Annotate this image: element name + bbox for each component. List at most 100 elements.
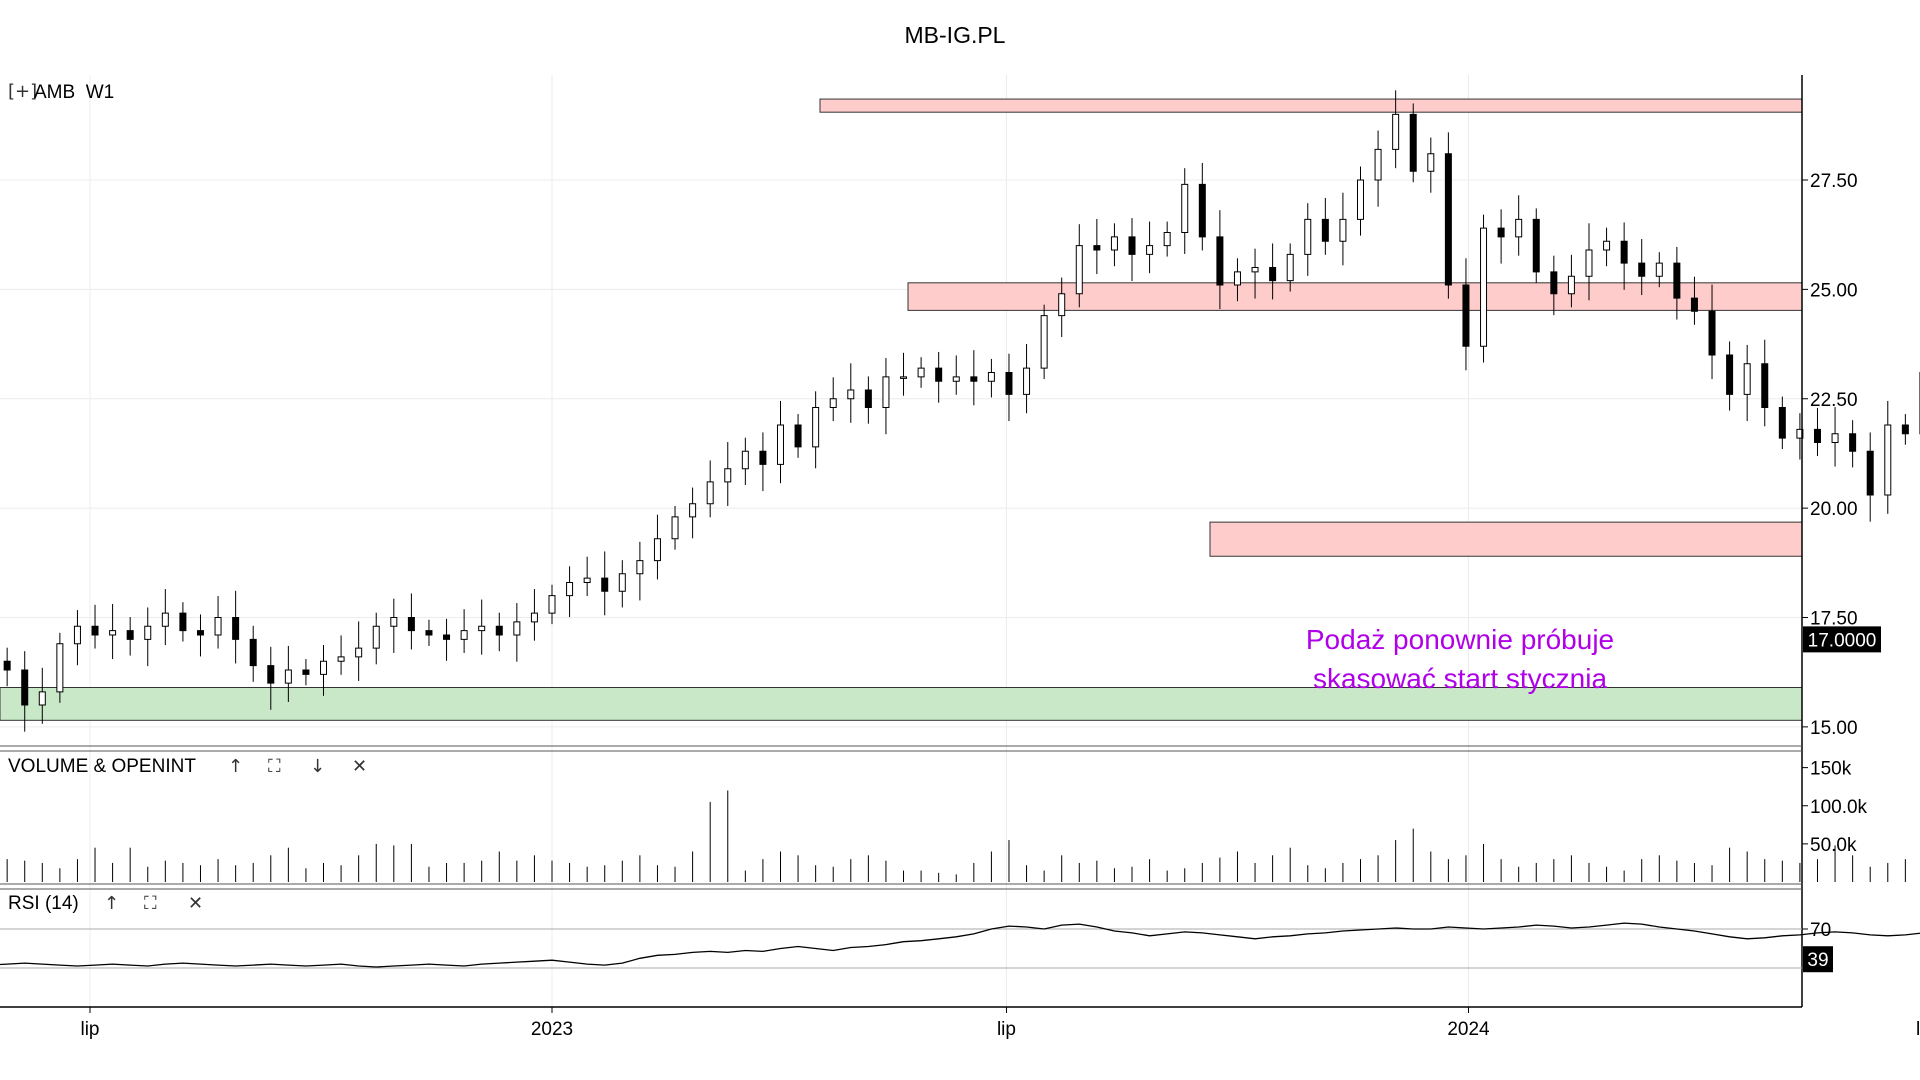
candle-down bbox=[1673, 262, 1681, 299]
candle-up bbox=[478, 625, 486, 632]
candle-down bbox=[249, 638, 257, 667]
candle-up bbox=[1146, 245, 1154, 255]
last-price-value: 17.0000 bbox=[1808, 630, 1877, 651]
expand-icon[interactable]: [+] bbox=[8, 81, 37, 102]
supply-zone bbox=[907, 282, 1803, 311]
candle-up bbox=[530, 612, 538, 623]
candle-down bbox=[91, 625, 99, 636]
volume-maximize-icon[interactable]: ⛶ bbox=[268, 756, 281, 777]
candle-down bbox=[1005, 372, 1013, 395]
candle-up bbox=[320, 660, 328, 675]
rsi-axis-label: 70 bbox=[1810, 920, 1831, 941]
volume-axis-label: 50.0k bbox=[1810, 835, 1857, 856]
candle-up bbox=[1392, 113, 1400, 150]
candle-down bbox=[407, 617, 415, 632]
candle-down bbox=[302, 669, 310, 675]
time-axis-label: 2023 bbox=[531, 1019, 573, 1040]
price-axis-label: 27.50 bbox=[1810, 171, 1858, 192]
candle-up bbox=[1515, 218, 1523, 238]
candle-up bbox=[161, 612, 169, 627]
candle-up bbox=[284, 669, 292, 684]
candle-up bbox=[390, 617, 398, 627]
candle-up bbox=[1040, 315, 1048, 369]
candle-up bbox=[337, 656, 345, 662]
rsi-panel-label: RSI (14) bbox=[8, 893, 79, 914]
candle-up bbox=[1743, 363, 1751, 395]
rsi-series-line bbox=[0, 922, 1920, 968]
annotation-line-2: skasować start stycznia bbox=[1313, 663, 1608, 694]
candle-up bbox=[1339, 218, 1347, 242]
candle-down bbox=[1690, 297, 1698, 312]
candle-up bbox=[812, 407, 820, 448]
rsi-last-badge: 39 bbox=[1803, 946, 1833, 973]
volume-move-up-icon[interactable]: ↑ bbox=[228, 756, 243, 777]
volume-axis-label: 100.0k bbox=[1810, 797, 1868, 818]
volume-bars bbox=[6, 790, 1906, 882]
candle-down bbox=[267, 665, 275, 684]
candle-down bbox=[935, 367, 943, 382]
candle-up bbox=[636, 560, 644, 575]
candle-up bbox=[724, 468, 732, 483]
candle-down bbox=[1761, 363, 1769, 408]
time-axis-label: lip bbox=[997, 1019, 1016, 1040]
candle-down bbox=[1497, 227, 1505, 238]
volume-close-icon[interactable]: ✕ bbox=[352, 756, 367, 777]
candle-down bbox=[1708, 310, 1716, 356]
candle-down bbox=[21, 669, 29, 706]
candle-up bbox=[1023, 367, 1031, 395]
candle-down bbox=[1269, 267, 1277, 282]
candle-down bbox=[1409, 113, 1417, 172]
time-axis-labels: lip2023lip2024lip2025lip2026 bbox=[80, 1007, 1920, 1040]
candle-down bbox=[179, 612, 187, 632]
candle-up bbox=[1655, 262, 1663, 277]
candle-up bbox=[566, 582, 574, 597]
candle-down bbox=[970, 376, 978, 382]
candle-up bbox=[776, 424, 784, 465]
candle-up bbox=[73, 625, 81, 645]
candle-down bbox=[232, 617, 240, 640]
candle-down bbox=[1866, 450, 1874, 496]
candle-up bbox=[618, 573, 626, 592]
candle-up bbox=[1163, 232, 1171, 247]
candle-down bbox=[1532, 218, 1540, 273]
price-axis-label: 20.00 bbox=[1810, 499, 1858, 520]
candle-up bbox=[829, 398, 837, 408]
candle-up bbox=[1251, 267, 1259, 273]
rsi-close-icon[interactable]: ✕ bbox=[188, 893, 203, 914]
candle-down bbox=[443, 634, 451, 640]
price-axis-ticks: 27.50 25.00 22.50 20.00 17.50 15.00 bbox=[1802, 171, 1858, 739]
candle-up bbox=[952, 376, 960, 382]
candle-down bbox=[1216, 236, 1224, 286]
candle-up bbox=[513, 621, 521, 636]
price-axis-label: 15.00 bbox=[1810, 718, 1858, 739]
gridlines bbox=[0, 75, 1802, 1007]
volume-move-down-icon[interactable]: ↓ bbox=[310, 756, 325, 777]
candle-up bbox=[460, 630, 468, 640]
candle-up bbox=[1603, 240, 1611, 251]
rsi-maximize-icon[interactable]: ⛶ bbox=[144, 893, 157, 914]
candle-up bbox=[1058, 293, 1066, 317]
candle-up bbox=[109, 630, 117, 636]
candle-up bbox=[1286, 253, 1294, 282]
candle-down bbox=[759, 450, 767, 465]
candle-up bbox=[1075, 245, 1083, 295]
annotation-line-1: Podaż ponownie próbuje bbox=[1306, 624, 1614, 655]
candle-up bbox=[38, 691, 46, 706]
candle-up bbox=[1110, 236, 1118, 251]
candle-down bbox=[1198, 183, 1206, 238]
candle-down bbox=[864, 389, 872, 408]
candle-up bbox=[882, 376, 890, 408]
rsi-move-up-icon[interactable]: ↑ bbox=[104, 893, 119, 914]
candle-up bbox=[1796, 428, 1804, 439]
candle-down bbox=[1550, 271, 1558, 295]
candle-up bbox=[1480, 227, 1488, 347]
candle-up bbox=[372, 625, 380, 649]
candle-down bbox=[601, 577, 609, 592]
candle-up bbox=[548, 595, 556, 614]
candle-down bbox=[1444, 153, 1452, 286]
volume-panel-label: VOLUME & OPENINT bbox=[8, 756, 196, 777]
candle-up bbox=[144, 625, 152, 640]
candle-down bbox=[196, 630, 204, 636]
candle-up bbox=[741, 450, 749, 470]
